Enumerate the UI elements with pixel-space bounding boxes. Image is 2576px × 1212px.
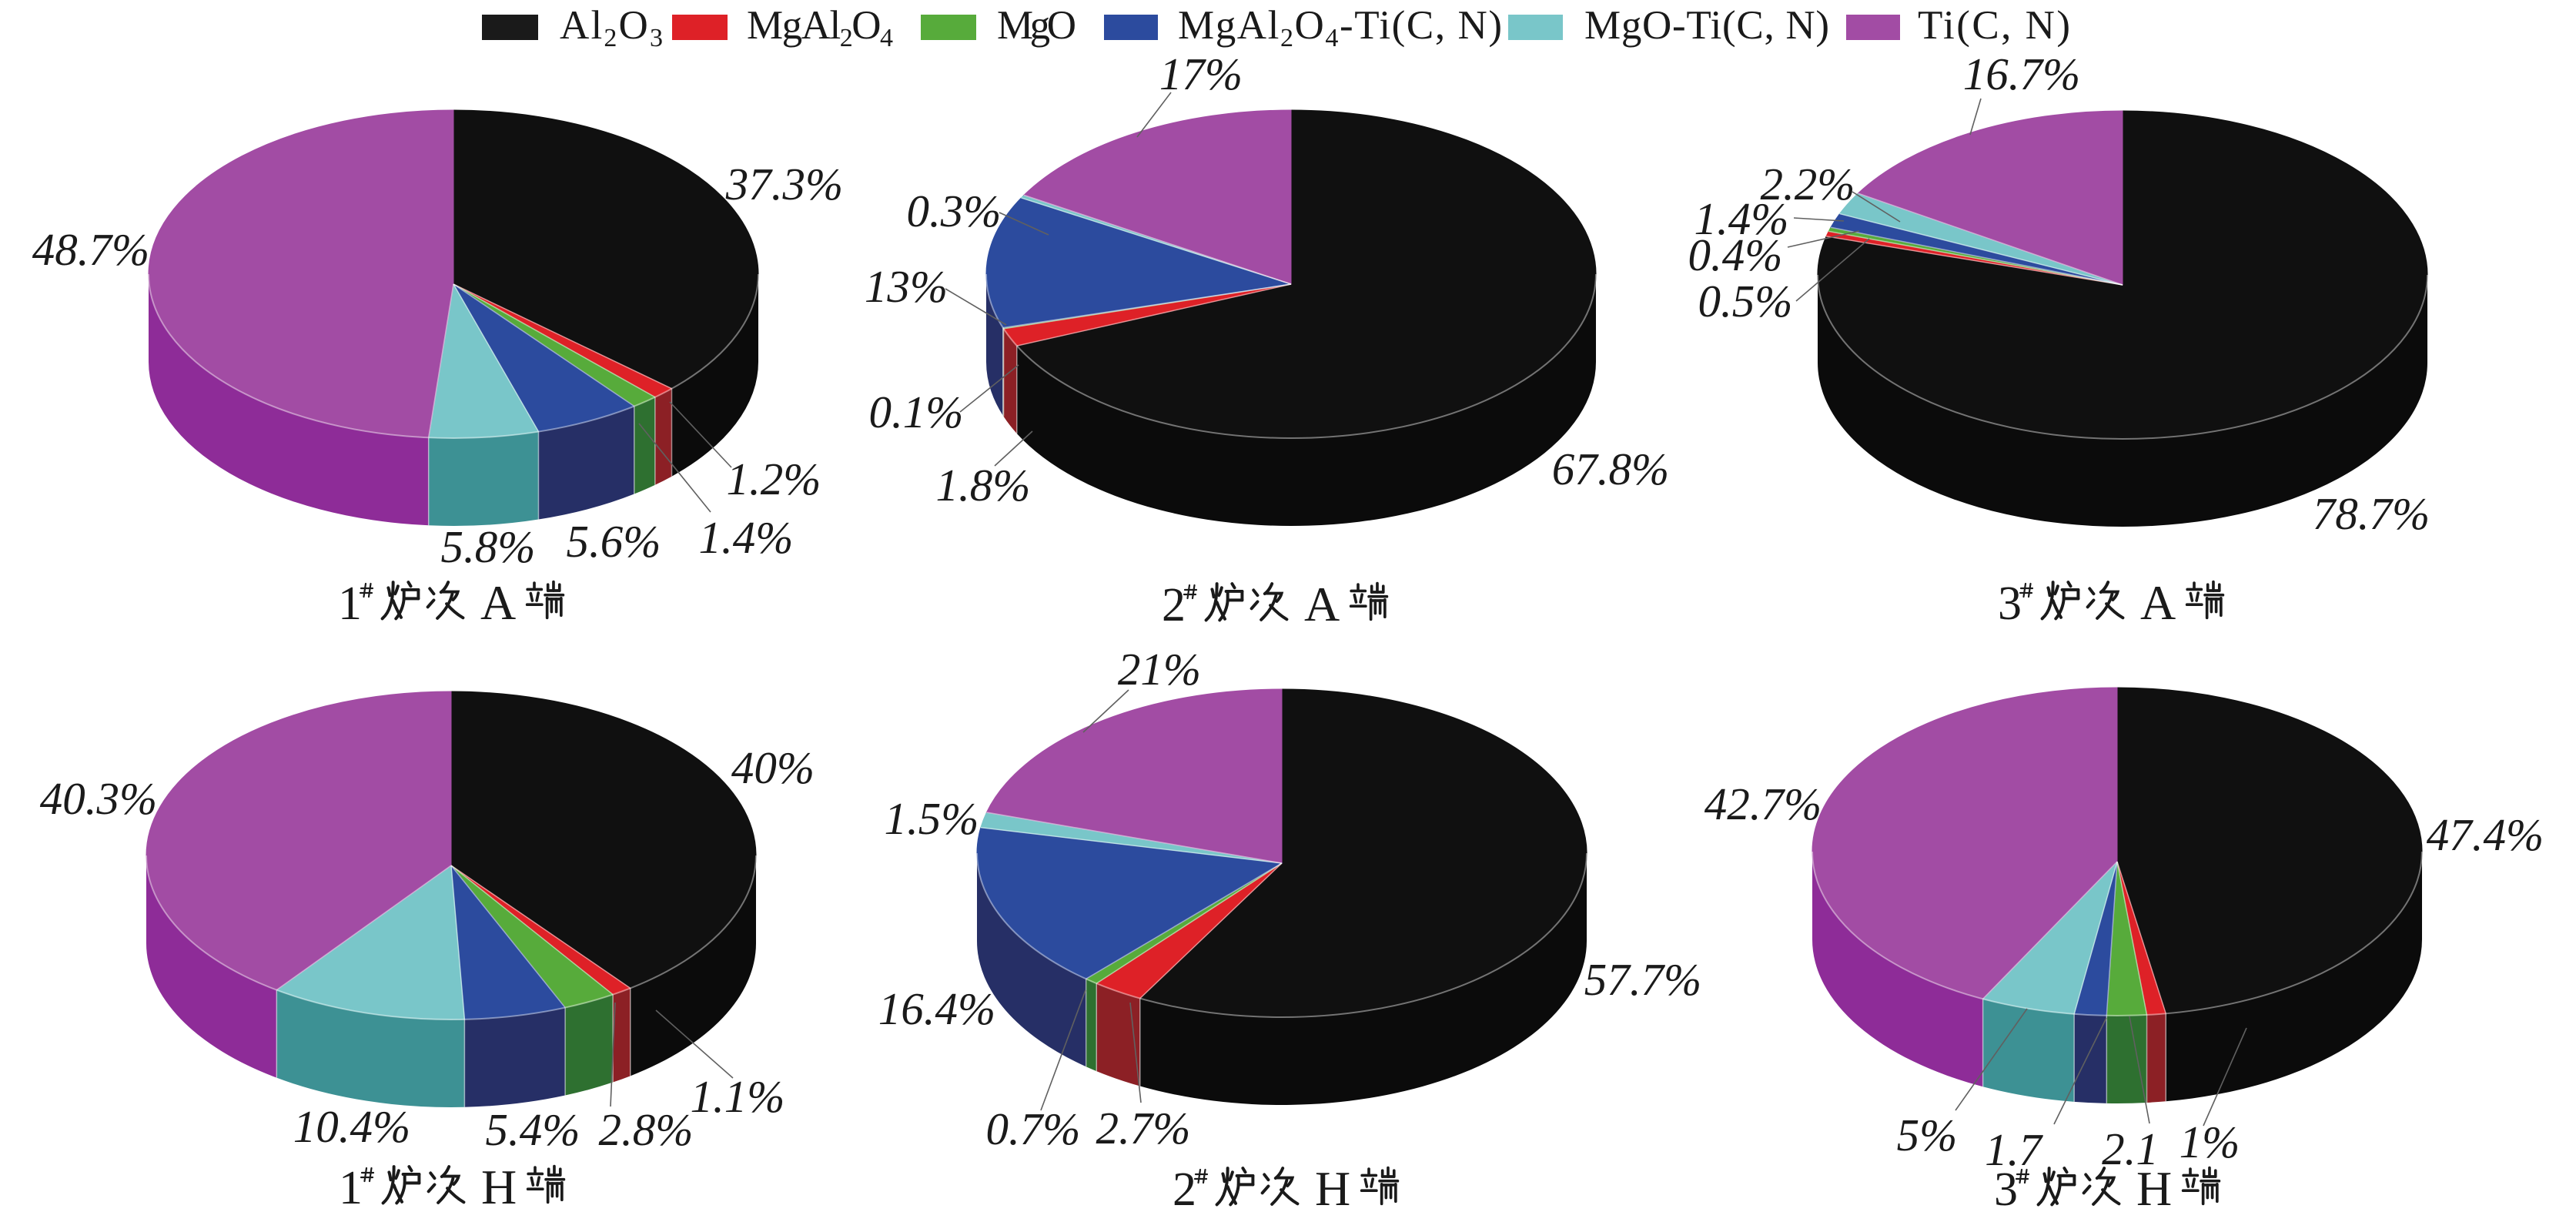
svg-text:2.7%: 2.7% — [1096, 1103, 1191, 1153]
svg-text:Al2O3: Al2O3 — [560, 3, 663, 52]
svg-text:1.1%: 1.1% — [691, 1071, 785, 1122]
svg-text:0.7%: 0.7% — [986, 1103, 1081, 1154]
svg-text:H: H — [2136, 1161, 2172, 1212]
svg-text:0.3%: 0.3% — [907, 186, 1002, 236]
svg-text:47.4%: 47.4% — [2427, 809, 2544, 860]
svg-text:42.7%: 42.7% — [1705, 778, 1822, 829]
svg-text:48.7%: 48.7% — [32, 224, 149, 275]
svg-text:17%: 17% — [1159, 49, 1243, 99]
svg-text:13%: 13% — [865, 261, 948, 312]
svg-text:3: 3 — [1998, 578, 2022, 630]
svg-text:5.4%: 5.4% — [486, 1104, 580, 1155]
svg-text:0.5%: 0.5% — [1698, 276, 1793, 326]
svg-text:16.4%: 16.4% — [878, 983, 995, 1034]
svg-text:0.1%: 0.1% — [869, 387, 964, 437]
svg-text:MgO: MgO — [997, 3, 1076, 48]
svg-text:37.3%: 37.3% — [725, 159, 843, 209]
svg-text:MgO-Ti(C, N): MgO-Ti(C, N) — [1584, 3, 1829, 48]
svg-text:3: 3 — [1994, 1163, 2018, 1212]
svg-text:1%: 1% — [2180, 1117, 2240, 1167]
svg-text:A: A — [1304, 577, 1340, 631]
svg-text:40.3%: 40.3% — [40, 773, 157, 824]
svg-text:16.7%: 16.7% — [1963, 49, 2080, 99]
svg-text:21%: 21% — [1118, 644, 1201, 695]
svg-text:1.4%: 1.4% — [1694, 193, 1789, 244]
svg-text:10.4%: 10.4% — [293, 1101, 410, 1152]
svg-text:MgAl2O4: MgAl2O4 — [747, 3, 893, 52]
svg-text:5.6%: 5.6% — [567, 516, 661, 567]
svg-text:1.7: 1.7 — [1985, 1124, 2043, 1175]
svg-text:2.1: 2.1 — [2102, 1123, 2159, 1174]
svg-text:Ti(C, N): Ti(C, N) — [1918, 3, 2070, 48]
svg-text:A: A — [480, 575, 516, 630]
svg-text:1.5%: 1.5% — [885, 793, 979, 844]
svg-text:H: H — [1315, 1161, 1350, 1212]
svg-text:2: 2 — [1173, 1163, 1196, 1212]
svg-text:0.4%: 0.4% — [1688, 229, 1783, 280]
svg-text:5%: 5% — [1897, 1110, 1958, 1160]
svg-text:67.8%: 67.8% — [1552, 444, 1669, 494]
svg-text:MgAl2O4-Ti(C, N): MgAl2O4-Ti(C, N) — [1178, 3, 1502, 52]
svg-text:H: H — [481, 1160, 517, 1212]
svg-text:1: 1 — [339, 1162, 363, 1212]
svg-text:2.8%: 2.8% — [599, 1104, 694, 1155]
svg-text:40%: 40% — [731, 742, 815, 793]
svg-text:1.8%: 1.8% — [936, 460, 1031, 511]
svg-text:5.8%: 5.8% — [441, 521, 536, 572]
svg-text:2: 2 — [1162, 579, 1186, 631]
svg-text:2.2%: 2.2% — [1761, 159, 1855, 209]
svg-text:1: 1 — [338, 578, 362, 630]
svg-text:1.2%: 1.2% — [727, 454, 821, 504]
svg-text:1.4%: 1.4% — [699, 512, 794, 563]
svg-text:A: A — [2140, 575, 2176, 630]
svg-text:78.7%: 78.7% — [2313, 488, 2430, 539]
svg-text:57.7%: 57.7% — [1584, 954, 1701, 1005]
